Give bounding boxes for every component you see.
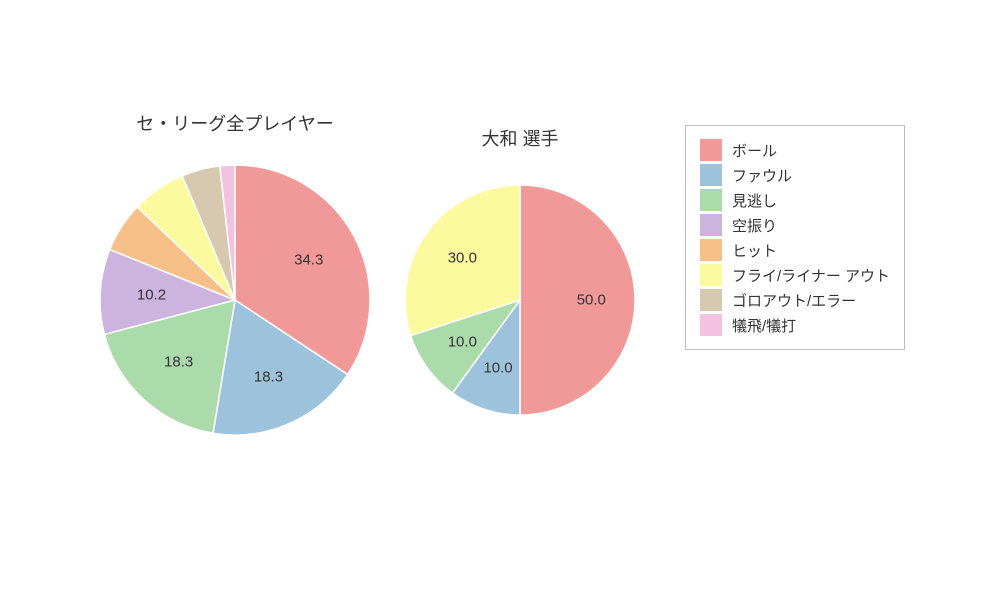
legend-label-ball: ボール	[732, 140, 777, 161]
chart-title-player: 大和 選手	[481, 125, 558, 151]
legend-swatch-sac	[700, 314, 722, 336]
legend-item-fly: フライ/ライナー アウト	[700, 264, 890, 286]
legend-swatch-hit	[700, 239, 722, 261]
legend-label-hit: ヒット	[732, 240, 777, 261]
legend-swatch-swing	[700, 214, 722, 236]
legend-item-hit: ヒット	[700, 239, 890, 261]
legend-item-ball: ボール	[700, 139, 890, 161]
legend-label-sac: 犠飛/犠打	[732, 315, 796, 336]
pie-league	[100, 165, 370, 435]
legend-label-miss: 見逃し	[732, 190, 777, 211]
legend-swatch-ball	[700, 139, 722, 161]
legend: ボールファウル見逃し空振りヒットフライ/ライナー アウトゴロアウト/エラー犠飛/…	[685, 125, 905, 350]
pie-slice-ball	[520, 185, 635, 415]
legend-item-sac: 犠飛/犠打	[700, 314, 890, 336]
legend-swatch-fly	[700, 264, 722, 286]
legend-item-foul: ファウル	[700, 164, 890, 186]
legend-label-ground: ゴロアウト/エラー	[732, 290, 856, 311]
legend-label-swing: 空振り	[732, 215, 777, 236]
legend-label-fly: フライ/ライナー アウト	[732, 265, 890, 286]
chart-title-league: セ・リーグ全プレイヤー	[136, 110, 333, 136]
legend-swatch-miss	[700, 189, 722, 211]
legend-swatch-foul	[700, 164, 722, 186]
chart-stage: 34.318.318.310.2セ・リーグ全プレイヤー50.010.010.03…	[0, 0, 1000, 600]
legend-item-swing: 空振り	[700, 214, 890, 236]
legend-swatch-ground	[700, 289, 722, 311]
legend-label-foul: ファウル	[732, 165, 792, 186]
legend-item-miss: 見逃し	[700, 189, 890, 211]
legend-item-ground: ゴロアウト/エラー	[700, 289, 890, 311]
pie-player	[405, 185, 635, 415]
